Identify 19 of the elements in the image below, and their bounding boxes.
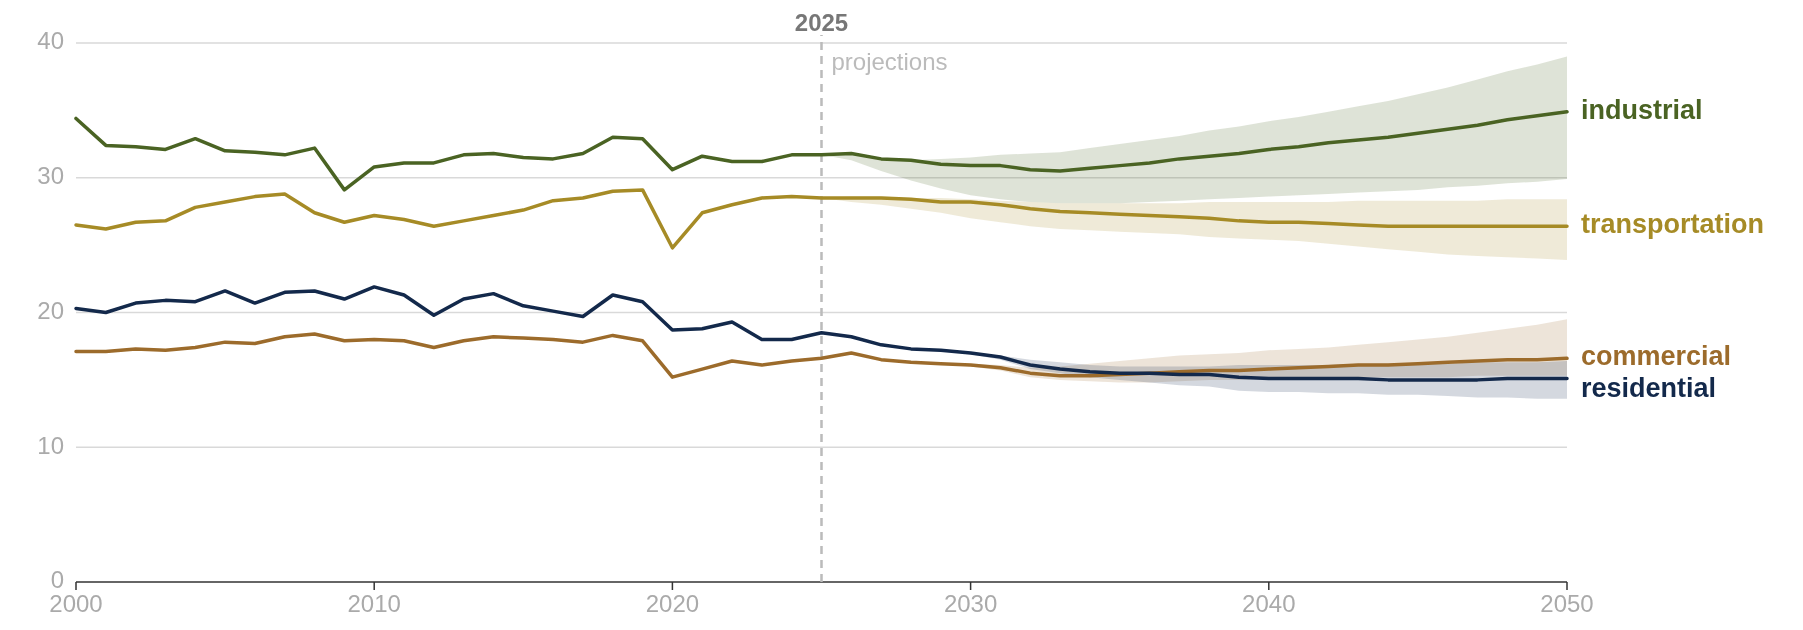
x-tick-label: 2040	[1242, 590, 1296, 617]
x-tick-label: 2030	[943, 590, 998, 617]
x-tick-label: 2020	[645, 590, 700, 617]
annotation: projections	[831, 47, 948, 75]
x-tick-label: 2050	[1540, 590, 1594, 617]
x-tick-label: 2010	[347, 590, 401, 617]
line-series	[74, 188, 1569, 250]
y-tick-label: 10	[37, 431, 64, 459]
series-label: commercial	[1581, 341, 1732, 372]
line-series	[74, 109, 1569, 192]
y-tick-label: 40	[37, 27, 64, 55]
series-label: residential	[1581, 373, 1717, 404]
y-tick-label: 30	[37, 162, 64, 190]
line-series	[74, 332, 1569, 379]
series-label: industrial	[1581, 94, 1703, 125]
ref-line-label: 2025	[794, 9, 849, 36]
y-tick-label: 20	[37, 296, 64, 324]
series-label: transportation	[1581, 209, 1765, 240]
line-series	[74, 285, 1569, 382]
